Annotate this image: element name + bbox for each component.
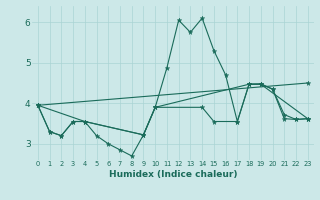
X-axis label: Humidex (Indice chaleur): Humidex (Indice chaleur) — [108, 170, 237, 179]
